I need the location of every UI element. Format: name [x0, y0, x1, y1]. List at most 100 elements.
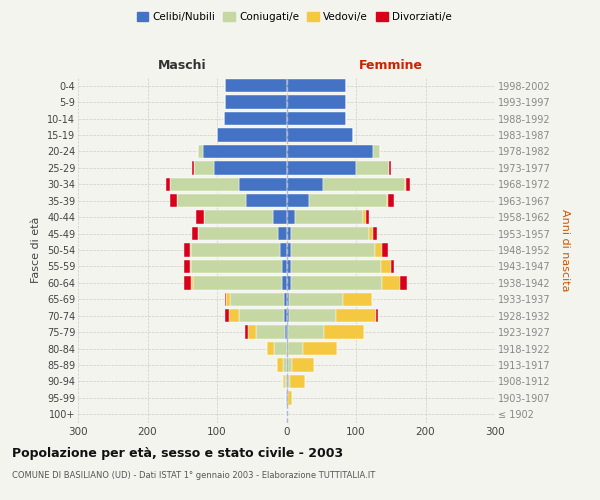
Bar	[289, 309, 336, 322]
Bar	[284, 292, 287, 306]
Bar	[406, 178, 410, 191]
Bar	[386, 194, 388, 207]
Text: COMUNE DI BASILIANO (UD) - Dati ISTAT 1° gennaio 2003 - Elaborazione TUTTITALIA.: COMUNE DI BASILIANO (UD) - Dati ISTAT 1°…	[12, 471, 375, 480]
Bar	[288, 358, 292, 372]
Bar	[287, 112, 346, 126]
Bar	[288, 374, 290, 388]
Bar	[287, 244, 290, 256]
Bar	[190, 244, 191, 256]
Bar	[287, 326, 288, 339]
Text: Maschi: Maschi	[158, 60, 206, 72]
Bar	[356, 161, 389, 174]
Bar	[295, 210, 363, 224]
Bar	[170, 178, 239, 191]
Text: Femmine: Femmine	[359, 60, 423, 72]
Bar	[230, 292, 284, 306]
Bar	[373, 144, 380, 158]
Bar	[196, 210, 205, 224]
Bar	[184, 244, 190, 256]
Bar	[404, 178, 406, 191]
Bar	[288, 326, 324, 339]
Bar	[323, 178, 404, 191]
Bar	[288, 342, 303, 355]
Bar	[170, 194, 176, 207]
Bar	[287, 276, 290, 289]
Bar	[190, 260, 191, 273]
Bar	[287, 358, 288, 372]
Bar	[287, 178, 323, 191]
Bar	[239, 178, 287, 191]
Bar	[283, 358, 287, 372]
Bar	[272, 210, 287, 224]
Bar	[368, 227, 373, 240]
Bar	[376, 244, 382, 256]
Y-axis label: Fasce di età: Fasce di età	[31, 217, 41, 283]
Bar	[290, 244, 376, 256]
Bar	[382, 276, 400, 289]
Bar	[214, 161, 287, 174]
Bar	[391, 260, 394, 273]
Bar	[191, 244, 280, 256]
Bar	[287, 227, 290, 240]
Bar	[287, 391, 288, 404]
Bar	[343, 292, 372, 306]
Bar	[290, 260, 381, 273]
Bar	[366, 210, 368, 224]
Bar	[176, 194, 246, 207]
Bar	[286, 408, 287, 421]
Bar	[278, 227, 287, 240]
Bar	[192, 227, 198, 240]
Bar	[197, 144, 203, 158]
Bar	[205, 210, 272, 224]
Bar	[288, 391, 292, 404]
Bar	[287, 292, 289, 306]
Bar	[246, 194, 287, 207]
Bar	[245, 326, 248, 339]
Bar	[194, 161, 214, 174]
Bar	[382, 244, 388, 256]
Bar	[217, 128, 287, 141]
Bar	[287, 79, 346, 92]
Bar	[287, 128, 353, 141]
Bar	[388, 194, 394, 207]
Bar	[226, 292, 230, 306]
Bar	[239, 309, 284, 322]
Bar	[284, 309, 287, 322]
Bar	[184, 276, 191, 289]
Bar	[292, 358, 314, 372]
Bar	[287, 374, 288, 388]
Bar	[376, 309, 377, 322]
Bar	[290, 227, 368, 240]
Bar	[287, 161, 356, 174]
Bar	[203, 144, 287, 158]
Bar	[256, 326, 285, 339]
Bar	[274, 342, 287, 355]
Y-axis label: Anni di nascita: Anni di nascita	[560, 208, 570, 291]
Bar	[287, 342, 288, 355]
Bar	[324, 326, 364, 339]
Bar	[166, 178, 170, 191]
Bar	[192, 161, 194, 174]
Bar	[184, 260, 190, 273]
Bar	[285, 326, 287, 339]
Bar	[289, 292, 343, 306]
Bar	[191, 260, 281, 273]
Bar	[226, 96, 287, 109]
Bar	[290, 374, 305, 388]
Bar	[287, 210, 295, 224]
Bar	[363, 210, 366, 224]
Bar	[373, 227, 377, 240]
Bar	[303, 342, 337, 355]
Bar	[280, 244, 287, 256]
Bar	[248, 326, 256, 339]
Bar	[285, 374, 287, 388]
Bar	[281, 276, 287, 289]
Bar	[277, 358, 283, 372]
Bar	[400, 276, 407, 289]
Bar	[193, 276, 281, 289]
Bar	[287, 144, 373, 158]
Bar	[287, 260, 290, 273]
Bar	[191, 276, 193, 289]
Bar	[224, 112, 287, 126]
Bar	[224, 292, 226, 306]
